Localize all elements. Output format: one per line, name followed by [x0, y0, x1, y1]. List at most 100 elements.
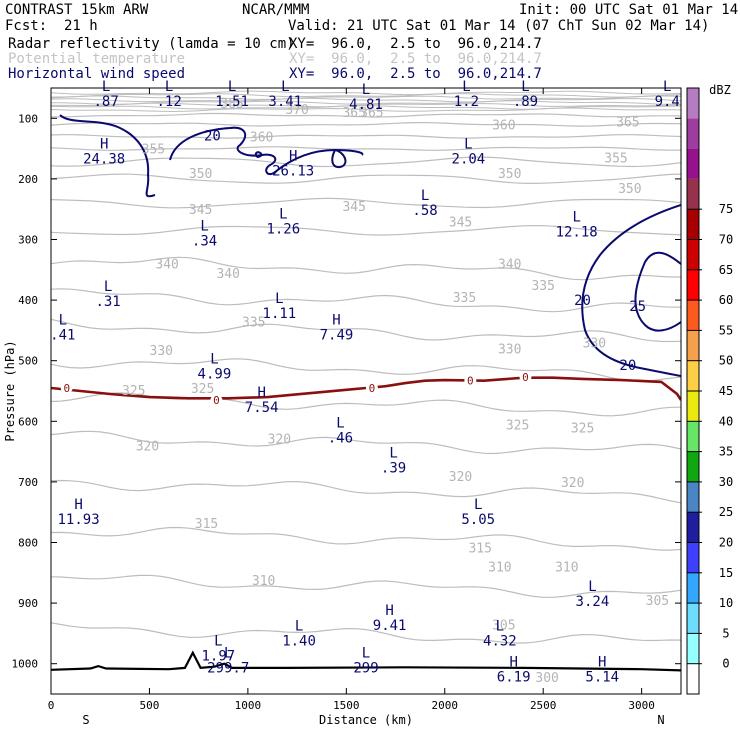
- theta-label: 340: [498, 258, 521, 273]
- extremum-marker: L: [588, 579, 596, 595]
- colorbar-cell: [687, 512, 699, 543]
- field-name-theta: Potential temperature: [8, 51, 186, 67]
- extremum-value: .39: [381, 461, 406, 477]
- wind-label: 20: [574, 293, 591, 309]
- theta-label: 340: [155, 258, 178, 273]
- colorbar-cell: [687, 481, 699, 513]
- colorbar-tick-label: 50: [719, 354, 733, 368]
- extremum-marker: H: [74, 497, 82, 513]
- reflectivity-label-bg: [210, 395, 223, 406]
- y-tick-label: 200: [18, 173, 38, 186]
- theta-label: 360: [492, 118, 515, 133]
- theta-label: 355: [142, 143, 165, 158]
- extremum-marker: H: [385, 603, 393, 619]
- colorbar-tick-label: 55: [719, 323, 733, 337]
- field-xy-wind: XY= 96.0, 2.5 to 96.0,214.7: [289, 66, 542, 82]
- theta-label: 325: [122, 384, 145, 399]
- theta-isentrope: [51, 430, 681, 455]
- extremum-value: 3.41: [268, 94, 302, 110]
- extremum-marker: L: [572, 209, 580, 225]
- theta-label: 310: [555, 561, 578, 576]
- extremum-marker: L: [336, 415, 344, 431]
- y-tick-label: 900: [18, 597, 38, 610]
- extremum-marker: L: [102, 79, 110, 95]
- colorbar-tick-label: 70: [719, 233, 733, 247]
- colorbar-cell: [687, 88, 699, 119]
- theta-isentrope: [51, 479, 681, 504]
- reflectivity-label: 0: [369, 382, 376, 395]
- x-end-label-south: S: [82, 713, 89, 727]
- theta-label: 305: [646, 594, 669, 609]
- valid-time: Valid: 21 UTC Sat 01 Mar 14 (07 ChT Sun …: [288, 18, 710, 34]
- extremum-marker: L: [663, 79, 671, 95]
- theta-isentrope: [51, 197, 681, 209]
- colorbar-cell: [687, 239, 699, 270]
- extremum-marker: L: [275, 291, 283, 307]
- theta-isentrope: [51, 112, 681, 118]
- extremum-marker: L: [462, 79, 470, 95]
- theta-isentrope: [51, 95, 681, 100]
- reflectivity-contours: [51, 376, 681, 672]
- reflectivity-label-bg: [519, 372, 532, 383]
- extremum-value: 3.24: [576, 594, 610, 610]
- surface-line: [51, 650, 681, 672]
- theta-label: 320: [136, 440, 159, 455]
- theta-isentrope: [51, 156, 681, 168]
- reflectivity-label: 0: [213, 394, 220, 407]
- colorbar-cell: [687, 300, 699, 331]
- extremum-marker: L: [224, 646, 232, 662]
- theta-label: 325: [191, 382, 214, 397]
- theta-isentrope: [51, 318, 681, 343]
- x-tick-label: 1000: [235, 699, 262, 712]
- reflectivity-label: 0: [522, 371, 529, 384]
- theta-label: 355: [604, 152, 627, 167]
- extremum-value: 9.41: [373, 618, 407, 634]
- colorbar-tick-label: 20: [719, 536, 733, 550]
- x-tick-label: 2000: [432, 699, 459, 712]
- extremum-marker: L: [59, 312, 67, 328]
- extremum-marker: L: [279, 206, 287, 222]
- extremum-marker: L: [228, 79, 236, 95]
- extremum-value: 1.40: [282, 633, 316, 649]
- theta-label: 335: [242, 315, 265, 330]
- extremum-value: 4.99: [198, 367, 232, 383]
- extremum-value: 1.97: [201, 649, 235, 665]
- wind-label: 20: [619, 358, 636, 374]
- theta-label: 305: [492, 618, 515, 633]
- theta-isentrope: [51, 107, 681, 113]
- extremum-value: 7.54: [245, 400, 279, 416]
- extremum-value: 4.32: [483, 633, 517, 649]
- y-tick-label: 500: [18, 355, 38, 368]
- extremum-value: 6.19: [497, 670, 531, 686]
- extremum-value: 1.51: [215, 94, 249, 110]
- wind-contours: [59, 114, 681, 377]
- extremum-marker: L: [362, 82, 370, 98]
- theta-label: 330: [150, 344, 173, 359]
- wind-contour: [581, 204, 681, 377]
- theta-isentrope: [51, 90, 681, 96]
- forecast-hour: 21 h: [64, 18, 98, 34]
- theta-label: 300: [535, 671, 558, 686]
- colorbar: 0 5 10 15 20 25 30 35 40 45 50 55 60 65 70 75 dBZ: [686, 83, 733, 695]
- extremum-value: 2.04: [452, 152, 486, 168]
- theta-label: 330: [583, 337, 606, 352]
- y-tick-label: 400: [18, 294, 38, 307]
- wind-contour: [331, 149, 347, 169]
- theta-isentrope: [51, 622, 681, 644]
- reflectivity-label-bg: [60, 382, 73, 393]
- extremum-value: .31: [95, 294, 120, 310]
- field-name-wind: Horizontal wind speed: [8, 66, 186, 82]
- theta-isentrope: [51, 358, 681, 382]
- theta-label: 320: [449, 470, 472, 485]
- extremum-value: 1.26: [266, 221, 300, 237]
- theta-label: 315: [468, 541, 491, 556]
- extremum-marker: L: [295, 618, 303, 634]
- theta-isentrope: [51, 288, 681, 313]
- extremum-value: 26.13: [272, 164, 314, 180]
- colorbar-unit: dBZ: [709, 83, 731, 97]
- x-tick-label: 0: [48, 699, 55, 712]
- x-tick-label: 3000: [628, 699, 655, 712]
- extremum-value: 11.93: [57, 512, 99, 528]
